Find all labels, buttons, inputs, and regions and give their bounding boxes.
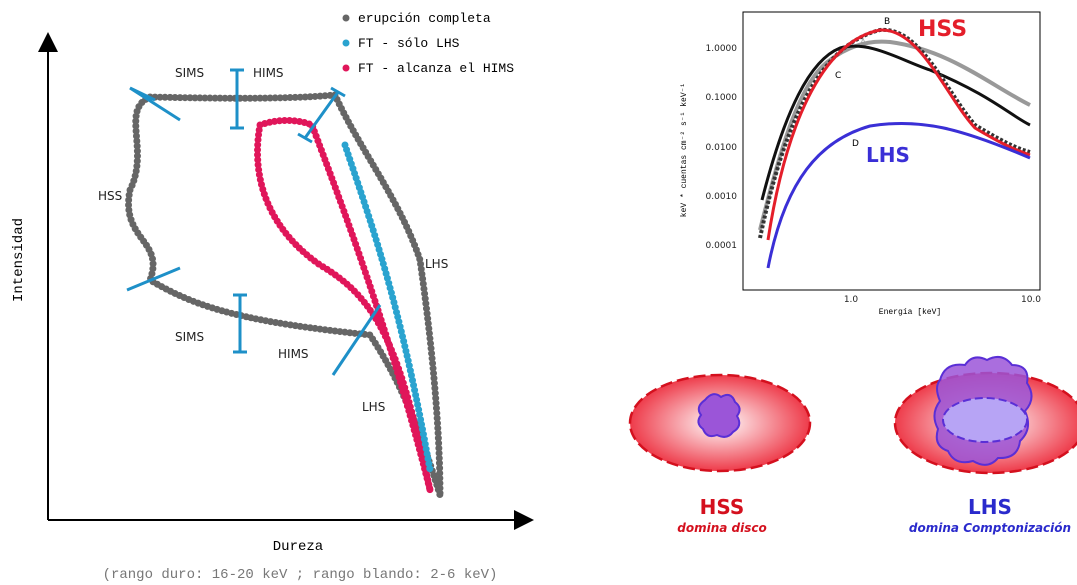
state-label: HIMS	[253, 66, 284, 80]
bar	[331, 304, 382, 376]
state-name: HSS	[700, 495, 745, 519]
bar	[297, 86, 346, 144]
legend-marker	[342, 39, 350, 47]
legend: erupción completa FT - sólo LHS FT - alc…	[342, 11, 514, 76]
x-axis-label: Energía [keV]	[879, 308, 941, 317]
spectrum-c	[760, 44, 1031, 201]
state-label: LHS	[362, 400, 385, 414]
spectrum-panel: 1.0000 0.1000 0.0100 0.0010 0.0001 1.0 1…	[680, 11, 1041, 317]
curve-label: C	[835, 71, 841, 81]
legend-label: erupción completa	[358, 11, 491, 26]
spectrum-hss-model	[766, 28, 1031, 241]
corona	[697, 393, 741, 438]
state-label: HSS	[918, 17, 967, 42]
bar	[129, 86, 181, 122]
state-caption: domina Comptonización	[909, 521, 1071, 535]
legend-label: FT - alcanza el HIMS	[358, 61, 514, 76]
y-axis-label: keV * cuentas cm⁻² s⁻¹ keV⁻¹	[680, 83, 689, 217]
state-label: LHS	[425, 257, 448, 271]
state-label: LHS	[866, 143, 910, 167]
state-label: SIMS	[175, 66, 204, 80]
legend-marker	[342, 14, 350, 22]
hardness-intensity-panel: SIMS HIMS HSS LHS SIMS HIMS LHS erupción…	[11, 11, 534, 583]
x-axis-label: Dureza	[273, 539, 323, 555]
y-tick-label: 0.0100	[706, 143, 738, 153]
state-caption: domina disco	[677, 521, 766, 535]
x-tick-label: 10.0	[1021, 295, 1041, 305]
y-tick-label: 1.0000	[706, 44, 738, 54]
curve-label: B	[884, 17, 890, 27]
state-label: SIMS	[175, 330, 204, 344]
spectrum-b	[758, 27, 1031, 239]
failed-hims-track	[254, 117, 434, 494]
geometry-panel: HSS domina disco LHS domina Comptonizaci…	[628, 355, 1077, 535]
spectrum-lhs-model	[766, 121, 1031, 269]
footnote: (rango duro: 16-20 keV ; rango blando: 2…	[103, 567, 498, 583]
curve-label: A	[860, 38, 867, 48]
state-bars	[126, 68, 382, 376]
state-name: LHS	[968, 495, 1012, 519]
plot-frame	[742, 11, 1041, 291]
y-tick-label: 0.1000	[706, 93, 738, 103]
y-axis-label: Intensidad	[11, 218, 27, 302]
curve-label: D	[852, 139, 859, 149]
legend-marker	[342, 64, 350, 72]
bar	[126, 266, 181, 292]
y-tick-label: 0.0001	[706, 241, 738, 251]
state-label: HSS	[98, 189, 122, 203]
x-tick-label: 1.0	[844, 295, 859, 305]
failed-lhs-track	[341, 141, 434, 474]
y-tick-label: 0.0010	[706, 192, 738, 202]
disc-inner	[942, 397, 1028, 443]
full-outburst-track	[125, 91, 444, 499]
bar	[233, 293, 247, 354]
legend-label: FT - sólo LHS	[358, 36, 460, 51]
bar	[230, 68, 244, 130]
state-label: HIMS	[278, 347, 309, 361]
